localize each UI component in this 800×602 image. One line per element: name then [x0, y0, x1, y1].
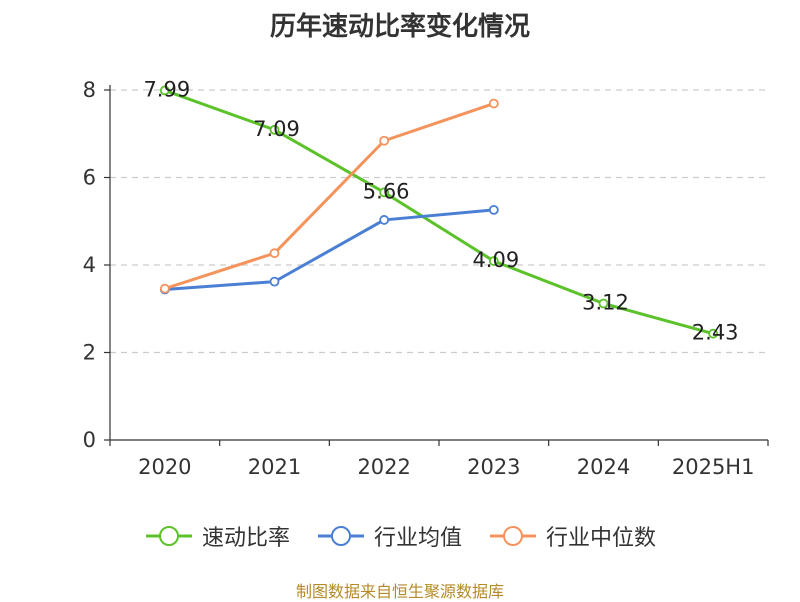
data-point	[159, 283, 170, 294]
x-tick-label: 2021	[248, 455, 301, 479]
data-point	[488, 204, 499, 215]
data-label: 7.99	[143, 77, 190, 101]
data-point	[488, 256, 499, 266]
y-tick-label: 2	[83, 341, 96, 365]
data-point	[708, 328, 719, 339]
legend-label: 行业均值	[373, 526, 462, 551]
chart-legend: 速动比率 行业均值 行业中位数	[0, 520, 800, 552]
data-point	[598, 298, 609, 309]
data-point	[488, 98, 499, 109]
data-point	[379, 187, 390, 198]
legend-swatch-icon	[490, 526, 536, 546]
legend-swatch-icon	[317, 526, 364, 546]
legend-swatch-icon	[145, 526, 192, 546]
chart-title: 历年速动比率变化情况	[269, 12, 530, 42]
x-tick-label: 2024	[577, 455, 630, 479]
series-line-0	[164, 89, 714, 336]
data-label: 7.09	[253, 117, 300, 141]
data-label: 3.12	[582, 291, 629, 315]
legend-item[interactable]: 行业中位数	[488, 520, 656, 552]
y-tick-label: 4	[83, 253, 96, 277]
legend-item[interactable]: 行业均值	[316, 520, 462, 552]
data-point	[269, 276, 280, 287]
data-label: 2.43	[692, 321, 739, 345]
y-tick-label: 6	[83, 166, 96, 190]
x-tick-label: 2020	[138, 455, 191, 479]
x-tick-label: 2022	[357, 455, 410, 479]
data-label: 5.66	[363, 179, 410, 203]
legend-label: 速动比率	[201, 526, 290, 551]
legend-label: 行业中位数	[546, 526, 657, 551]
data-point	[159, 85, 170, 96]
data-source-note: 制图数据来自恒生聚源数据库	[295, 582, 504, 601]
y-tick-label: 0	[83, 428, 96, 452]
data-label: 4.09	[472, 248, 519, 272]
x-tick-label: 2023	[467, 455, 520, 479]
series-line-2	[164, 102, 495, 291]
legend-item[interactable]: 速动比率	[144, 520, 290, 552]
data-point	[269, 248, 280, 259]
data-point	[269, 124, 280, 135]
data-point	[379, 135, 390, 146]
y-tick-label: 8	[83, 78, 96, 102]
data-point	[379, 215, 390, 225]
series-line-1	[164, 208, 494, 291]
x-tick-label: 2025H1	[672, 455, 755, 479]
